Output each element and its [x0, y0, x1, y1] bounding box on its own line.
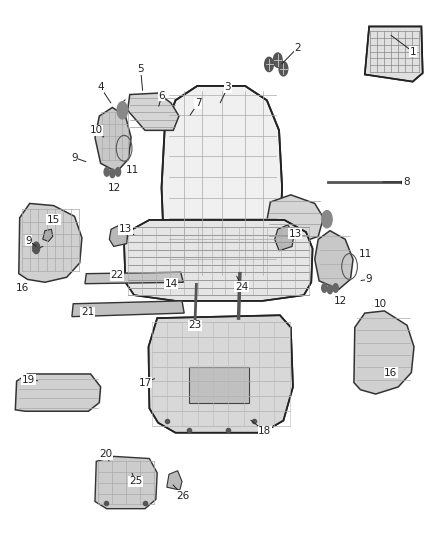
Text: 20: 20	[99, 449, 113, 459]
Circle shape	[265, 57, 273, 71]
Circle shape	[110, 169, 115, 177]
Text: 6: 6	[158, 91, 165, 101]
Text: 10: 10	[90, 125, 103, 135]
PathPatch shape	[275, 225, 294, 251]
Text: 2: 2	[294, 43, 300, 53]
PathPatch shape	[354, 311, 414, 394]
PathPatch shape	[315, 231, 353, 289]
Circle shape	[322, 211, 332, 228]
Text: 16: 16	[384, 368, 398, 377]
Text: 23: 23	[188, 320, 201, 330]
Circle shape	[104, 167, 110, 176]
PathPatch shape	[15, 374, 101, 411]
Text: 13: 13	[119, 224, 132, 234]
Text: 11: 11	[359, 248, 372, 259]
Text: 4: 4	[97, 83, 104, 92]
Circle shape	[327, 285, 332, 294]
PathPatch shape	[110, 225, 127, 246]
Text: 12: 12	[108, 183, 121, 193]
Text: 21: 21	[81, 308, 94, 317]
Text: 16: 16	[16, 283, 29, 293]
Circle shape	[117, 102, 127, 119]
Text: 15: 15	[47, 215, 60, 225]
Text: 9: 9	[366, 274, 372, 285]
Circle shape	[322, 284, 327, 292]
Text: 25: 25	[129, 477, 142, 487]
Text: 10: 10	[374, 299, 387, 309]
Circle shape	[33, 242, 40, 254]
PathPatch shape	[148, 315, 293, 433]
PathPatch shape	[124, 220, 313, 301]
PathPatch shape	[266, 195, 323, 244]
PathPatch shape	[19, 204, 82, 282]
PathPatch shape	[43, 229, 53, 241]
Text: 17: 17	[138, 377, 152, 387]
Text: 18: 18	[258, 426, 271, 437]
Text: 19: 19	[22, 375, 35, 385]
Text: 11: 11	[125, 165, 138, 175]
Text: 9: 9	[71, 152, 78, 163]
PathPatch shape	[72, 301, 184, 317]
Circle shape	[333, 284, 338, 292]
PathPatch shape	[95, 108, 131, 172]
Text: 9: 9	[25, 236, 32, 246]
Text: 22: 22	[110, 270, 124, 280]
Text: 14: 14	[165, 279, 178, 289]
PathPatch shape	[188, 367, 250, 402]
Circle shape	[279, 62, 288, 76]
PathPatch shape	[85, 272, 184, 284]
PathPatch shape	[127, 93, 179, 131]
Text: 8: 8	[403, 177, 410, 187]
Circle shape	[116, 167, 120, 176]
PathPatch shape	[365, 27, 423, 82]
Text: 7: 7	[195, 98, 201, 108]
Text: 3: 3	[224, 83, 231, 92]
PathPatch shape	[162, 86, 282, 281]
Text: 13: 13	[289, 229, 302, 239]
Text: 12: 12	[334, 296, 347, 306]
Circle shape	[273, 53, 282, 67]
PathPatch shape	[95, 456, 157, 508]
PathPatch shape	[167, 471, 182, 490]
Text: 5: 5	[138, 64, 144, 75]
Text: 24: 24	[235, 281, 248, 292]
Text: 1: 1	[410, 46, 416, 56]
Text: 26: 26	[177, 491, 190, 501]
